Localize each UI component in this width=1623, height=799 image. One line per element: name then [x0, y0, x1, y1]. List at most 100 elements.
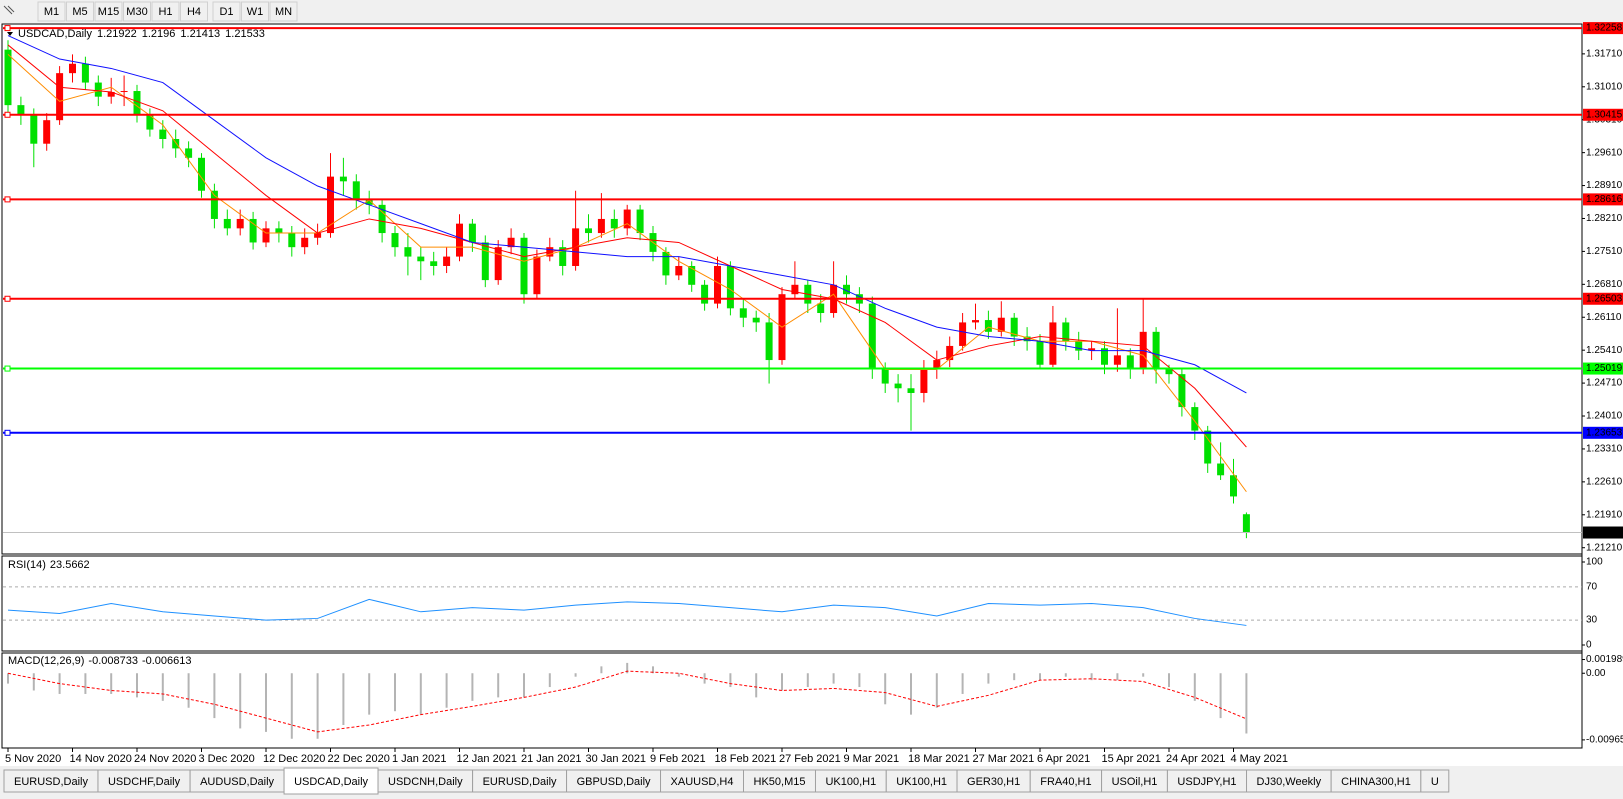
- timeframe-button[interactable]: MN: [269, 1, 298, 22]
- symbol-tab[interactable]: GER30,H1: [956, 769, 1031, 793]
- symbol-tab[interactable]: XAUUSD,H4: [660, 769, 744, 793]
- timeframe-button[interactable]: H4: [180, 1, 208, 22]
- candle-body: [843, 284, 850, 295]
- tab-label[interactable]: UK100,H1: [825, 776, 876, 788]
- timeframe-button[interactable]: M1: [37, 1, 66, 22]
- candle-body: [636, 209, 644, 234]
- candle-body: [701, 284, 709, 304]
- tab-label[interactable]: USOil,H1: [1112, 776, 1158, 788]
- tab-label[interactable]: GER30,H1: [967, 776, 1020, 788]
- timeframe-label[interactable]: H1: [158, 6, 172, 18]
- button-frame[interactable]: [37, 1, 66, 22]
- tab-label[interactable]: USDCAD,Daily: [294, 776, 368, 788]
- symbol-tab[interactable]: USDCHF,Daily: [97, 769, 191, 793]
- button-frame[interactable]: [151, 1, 180, 22]
- x-tick-label: 18 Feb 2021: [715, 753, 777, 765]
- symbol-tab[interactable]: GBPUSD,Daily: [566, 769, 662, 793]
- tab-label[interactable]: U: [1431, 776, 1439, 788]
- symbol-tab[interactable]: USDJPY,H1: [1166, 769, 1248, 793]
- candle-body: [765, 322, 773, 361]
- moving-average: [7, 35, 1247, 394]
- tab-label[interactable]: AUDUSD,Daily: [200, 776, 274, 788]
- timeframe-label[interactable]: D1: [219, 6, 233, 18]
- timeframe-label[interactable]: M15: [98, 6, 119, 18]
- symbol-tab[interactable]: UK100,H1: [814, 769, 887, 793]
- timeframe-button[interactable]: W1: [241, 1, 269, 22]
- rsi-line: [7, 598, 1247, 626]
- tab-label[interactable]: EURUSD,Daily: [483, 776, 557, 788]
- level-handle: [4, 429, 11, 436]
- symbol-tab[interactable]: USDCNH,Daily: [377, 769, 474, 793]
- symbol-tab[interactable]: HK50,M15: [743, 769, 816, 793]
- candle-body: [249, 218, 257, 243]
- symbol-tab[interactable]: DJ30,Weekly: [1246, 769, 1332, 793]
- button-frame[interactable]: [94, 1, 123, 22]
- chart-header: 1.2196: [142, 28, 176, 40]
- x-tick-label: 27 Feb 2021: [779, 753, 841, 765]
- x-tick-label: 21 Jan 2021: [521, 753, 582, 765]
- timeframe-button[interactable]: D1: [212, 1, 241, 22]
- tab-label[interactable]: CHINA300,H1: [1341, 776, 1411, 788]
- chart-header: USDCAD,Daily: [18, 28, 92, 40]
- tab-frame[interactable]: [283, 767, 379, 795]
- timeframe-label[interactable]: M5: [72, 6, 87, 18]
- toolbar: [0, 0, 1623, 23]
- tab-label[interactable]: EURUSD,Daily: [14, 776, 88, 788]
- button-frame[interactable]: [241, 1, 269, 22]
- level-label: 1.30415: [1586, 109, 1623, 120]
- symbol-tab[interactable]: USDCAD,Daily: [283, 767, 379, 795]
- tab-frame[interactable]: [1420, 769, 1450, 793]
- timeframe-button[interactable]: M30: [123, 1, 151, 22]
- tab-label[interactable]: USDCNH,Daily: [388, 776, 463, 788]
- tab-label[interactable]: USDJPY,H1: [1177, 776, 1236, 788]
- symbol-tab[interactable]: EURUSD,Daily: [3, 769, 99, 793]
- button-frame[interactable]: [212, 1, 241, 22]
- symbol-tab[interactable]: UK100,H1: [885, 769, 958, 793]
- timeframe-label[interactable]: H4: [187, 6, 201, 18]
- candle-body: [1036, 341, 1044, 365]
- current-price-tag: [1583, 526, 1623, 539]
- timeframe-button[interactable]: H1: [151, 1, 180, 22]
- candle-body: [481, 242, 489, 281]
- y-tick-label: 1.28910: [1586, 180, 1623, 191]
- level-tag: [1583, 426, 1623, 439]
- candle-body: [1217, 463, 1225, 476]
- symbol-tab[interactable]: FRA40,H1: [1029, 769, 1103, 793]
- tab-label[interactable]: UK100,H1: [896, 776, 947, 788]
- button-frame[interactable]: [123, 1, 151, 22]
- button-frame[interactable]: [66, 1, 94, 22]
- timeframe-button[interactable]: M15: [94, 1, 123, 22]
- symbol-tab[interactable]: USOil,H1: [1101, 769, 1168, 793]
- symbol-tab[interactable]: AUDUSD,Daily: [189, 769, 285, 793]
- x-tick-label: 12 Dec 2020: [263, 753, 325, 765]
- button-frame[interactable]: [269, 1, 298, 22]
- tab-label[interactable]: DJ30,Weekly: [1257, 776, 1322, 788]
- candle-body: [391, 233, 399, 248]
- candle-body: [1191, 407, 1199, 431]
- candle-body: [430, 261, 438, 266]
- timeframe-button[interactable]: M5: [66, 1, 94, 22]
- candle-body: [223, 218, 231, 229]
- x-tick-label: 6 Apr 2021: [1037, 753, 1090, 765]
- tab-label[interactable]: FRA40,H1: [1040, 776, 1091, 788]
- y-tick-label: 1.29610: [1586, 147, 1623, 158]
- button-frame[interactable]: [180, 1, 208, 22]
- tab-label[interactable]: HK50,M15: [754, 776, 806, 788]
- y-tick-label: 1.27510: [1586, 246, 1623, 257]
- timeframe-label[interactable]: W1: [247, 6, 264, 18]
- tab-label[interactable]: XAUUSD,H4: [671, 776, 734, 788]
- timeframe-label[interactable]: M1: [44, 6, 59, 18]
- tab-label[interactable]: GBPUSD,Daily: [577, 776, 651, 788]
- candle-body: [585, 228, 592, 234]
- candle-body: [817, 303, 825, 314]
- timeframe-label[interactable]: MN: [275, 6, 292, 18]
- symbol-tab[interactable]: U: [1420, 769, 1450, 793]
- symbol-tab[interactable]: CHINA300,H1: [1330, 769, 1422, 793]
- candle-body: [714, 265, 721, 304]
- candle-body: [623, 209, 631, 229]
- symbol-tab[interactable]: EURUSD,Daily: [472, 769, 568, 793]
- timeframe-label[interactable]: M30: [126, 6, 147, 18]
- candle-body: [1113, 355, 1121, 365]
- tab-label[interactable]: USDCHF,Daily: [108, 776, 181, 788]
